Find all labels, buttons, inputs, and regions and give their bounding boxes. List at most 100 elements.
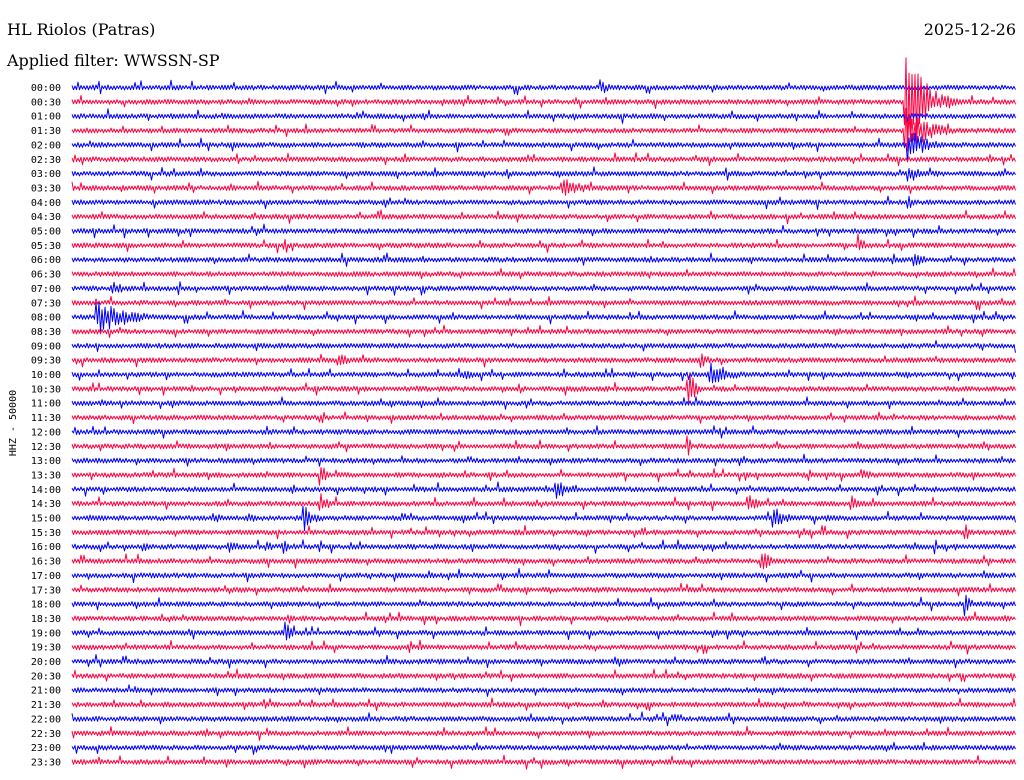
trace-1800 [71, 594, 1016, 617]
trace-2330 [71, 754, 1016, 770]
tick-label-1400: 14:00 [31, 485, 61, 496]
trace-1400 [71, 481, 1016, 499]
chart-date: 2025-12-26 [924, 20, 1016, 39]
trace-2130 [71, 697, 1016, 712]
trace-0530 [71, 233, 1016, 254]
time-tick-labels: 00:00 00:30 01:00 01:30 02:00 02:30 03:00 03:30… [31, 83, 61, 768]
trace-0930 [71, 353, 1016, 368]
tick-label-1900: 19:00 [31, 628, 61, 639]
tick-label-0130: 01:30 [31, 126, 61, 137]
trace-1430 [71, 493, 1016, 511]
trace-1200 [71, 425, 1016, 439]
tick-label-1630: 16:30 [31, 557, 61, 568]
tick-label-0530: 05:30 [31, 241, 61, 252]
tick-label-0730: 07:30 [31, 298, 61, 309]
tick-label-1230: 12:30 [31, 442, 61, 453]
tick-label-2030: 20:30 [31, 671, 61, 682]
trace-0730 [71, 295, 1016, 311]
tick-label-1500: 15:00 [31, 514, 61, 525]
tick-label-0430: 04:30 [31, 212, 61, 223]
tick-label-0300: 03:00 [31, 169, 61, 180]
trace-1930 [71, 639, 1016, 655]
tick-label-1800: 18:00 [31, 600, 61, 611]
trace-1230 [71, 435, 1016, 456]
trace-0630 [71, 267, 1016, 280]
trace-1030 [71, 374, 1016, 404]
tick-label-0400: 04:00 [31, 198, 61, 209]
chart-title: HL Riolos (Patras) [7, 20, 155, 39]
tick-label-1430: 14:30 [31, 499, 61, 510]
trace-2300 [71, 741, 1016, 755]
tick-label-1100: 11:00 [31, 399, 61, 410]
trace-0100 [71, 108, 1016, 124]
trace-1530 [71, 524, 1016, 540]
tick-label-1000: 10:00 [31, 370, 61, 381]
trace-0830 [71, 324, 1016, 338]
tick-label-1130: 11:30 [31, 413, 61, 424]
tick-label-0100: 01:00 [31, 112, 61, 123]
trace-1900 [71, 621, 1016, 641]
trace-0800 [71, 302, 1016, 332]
tick-label-2300: 23:00 [31, 743, 61, 754]
trace-1000 [71, 362, 1016, 384]
trace-1500 [71, 505, 1016, 532]
trace-2200 [71, 711, 1016, 727]
trace-0400 [71, 195, 1016, 210]
tick-label-2130: 21:30 [31, 700, 61, 711]
trace-2230 [71, 725, 1016, 741]
seismic-traces [71, 57, 1016, 770]
trace-0330 [71, 179, 1016, 196]
tick-label-2000: 20:00 [31, 657, 61, 668]
trace-0030 [71, 57, 1016, 152]
tick-label-2230: 22:30 [31, 729, 61, 740]
trace-0500 [71, 223, 1016, 239]
tick-label-1030: 10:30 [31, 384, 61, 395]
trace-0300 [71, 166, 1016, 182]
tick-label-0600: 06:00 [31, 255, 61, 266]
tick-label-0000: 00:00 [31, 83, 61, 94]
tick-label-1530: 15:30 [31, 528, 61, 539]
chart-subtitle: Applied filter: WWSSN-SP [6, 51, 220, 70]
trace-0130 [71, 107, 1016, 149]
tick-label-0230: 02:30 [31, 155, 61, 166]
trace-1830 [71, 611, 1016, 627]
trace-0430 [71, 209, 1016, 225]
trace-1100 [71, 396, 1016, 410]
trace-1730 [71, 582, 1016, 597]
trace-2000 [71, 654, 1016, 669]
trace-1630 [71, 553, 1016, 570]
tick-label-1700: 17:00 [31, 571, 61, 582]
y-axis-label: HHZ - 50000 [8, 390, 19, 456]
trace-1130 [71, 411, 1016, 424]
tick-label-0930: 09:30 [31, 356, 61, 367]
trace-0600 [71, 252, 1016, 267]
tick-label-1930: 19:30 [31, 643, 61, 654]
trace-0200 [71, 132, 1016, 163]
trace-0230 [71, 152, 1016, 167]
tick-label-0330: 03:30 [31, 183, 61, 194]
tick-label-2100: 21:00 [31, 686, 61, 697]
tick-label-0500: 05:00 [31, 227, 61, 238]
tick-label-0200: 02:00 [31, 140, 61, 151]
trace-1600 [71, 539, 1016, 555]
trace-0700 [71, 281, 1016, 296]
tick-label-1300: 13:00 [31, 456, 61, 467]
tick-label-1730: 17:30 [31, 585, 61, 596]
trace-1300 [71, 453, 1016, 467]
tick-label-2200: 22:00 [31, 714, 61, 725]
tick-label-0800: 08:00 [31, 313, 61, 324]
trace-1330 [71, 467, 1016, 486]
tick-label-0830: 08:30 [31, 327, 61, 338]
tick-label-1330: 13:30 [31, 470, 61, 481]
tick-label-0030: 00:30 [31, 97, 61, 108]
tick-label-1830: 18:30 [31, 614, 61, 625]
trace-0000 [71, 79, 1016, 96]
tick-label-1600: 16:00 [31, 542, 61, 553]
tick-label-2330: 23:30 [31, 757, 61, 768]
tick-label-0900: 09:00 [31, 341, 61, 352]
trace-2030 [71, 668, 1016, 683]
tick-label-1200: 12:00 [31, 427, 61, 438]
trace-0900 [71, 340, 1016, 353]
trace-2100 [71, 684, 1016, 697]
